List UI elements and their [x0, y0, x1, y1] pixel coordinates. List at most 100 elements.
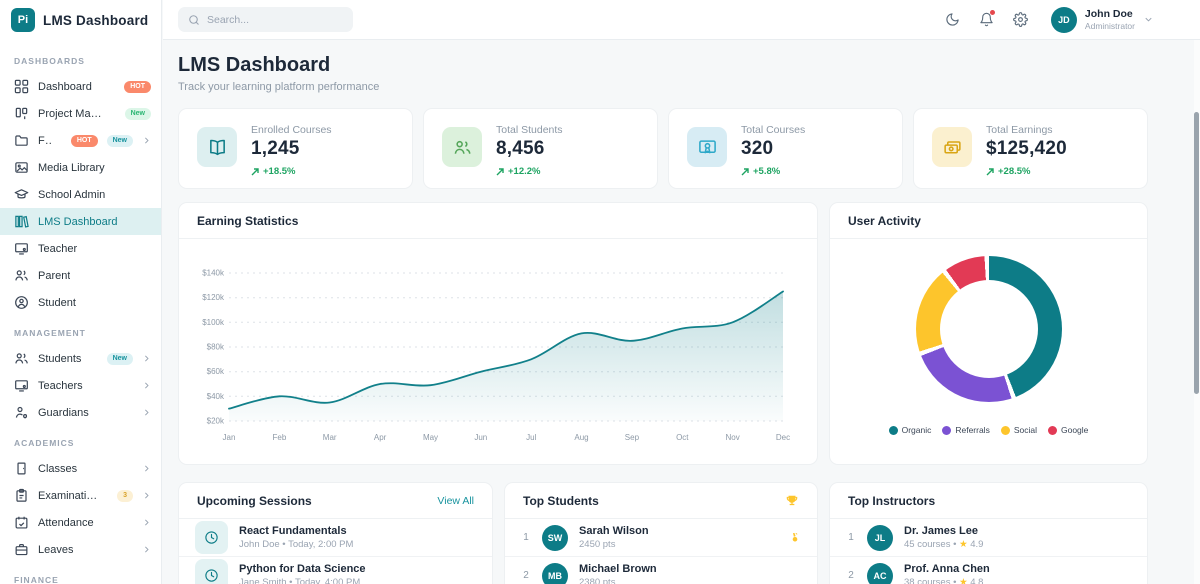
- section-label-finance: FINANCE: [14, 575, 59, 584]
- stat-value: $125,420: [986, 138, 1067, 159]
- main-area: JD John Doe Administrator LMS Dashboard …: [163, 0, 1200, 584]
- user-circle-icon: [14, 295, 29, 310]
- trend-up-icon: [251, 167, 259, 176]
- stat-card-enrolled-courses: Enrolled Courses 1,245 +18.5%: [178, 108, 413, 189]
- sidebar-item-project-management[interactable]: Project Manageme... New: [0, 100, 161, 127]
- student-avatar: SW: [542, 524, 568, 551]
- stat-trend: +5.8%: [741, 166, 805, 177]
- earnings-line-chart: $20k $40k $60k $80k $100k $120k $140k Jan Feb Mar…: [179, 239, 817, 454]
- session-row[interactable]: Python for Data Science Jane Smith • Tod…: [179, 557, 492, 584]
- sidebar-item-guardians[interactable]: Guardians: [0, 399, 161, 426]
- section-label-academics: ACADEMICS: [14, 438, 75, 448]
- sidebar-item-classes[interactable]: Classes: [0, 455, 161, 482]
- top-students-panel: Top Students 1 SW Sarah Wilson 2450 pts: [504, 482, 818, 584]
- svg-text:$60k: $60k: [207, 367, 225, 376]
- stat-trend: +28.5%: [986, 166, 1067, 177]
- search-box[interactable]: [178, 7, 353, 32]
- sidebar-item-label: Leaves: [38, 543, 74, 556]
- session-meta: John Doe • Today, 2:00 PM: [239, 539, 354, 551]
- sidebar-item-parent[interactable]: Parent: [0, 262, 161, 289]
- panel-header: Top Instructors: [830, 483, 1147, 519]
- topbar-actions: JD John Doe Administrator: [945, 6, 1154, 33]
- trophy-icon: [785, 494, 799, 508]
- new-badge: New: [106, 352, 133, 365]
- dark-mode-toggle[interactable]: [945, 12, 960, 27]
- image-icon: [14, 160, 29, 175]
- settings-button[interactable]: [1013, 12, 1028, 27]
- panel-title: User Activity: [848, 213, 921, 228]
- svg-text:Sep: Sep: [625, 433, 640, 442]
- svg-text:$40k: $40k: [207, 392, 225, 401]
- panel-header: User Activity: [830, 203, 1147, 239]
- grid-icon: [14, 79, 29, 94]
- chevron-right-icon: [142, 381, 151, 390]
- legend-dot: [1047, 425, 1057, 435]
- legend-item-referrals: Referrals: [942, 425, 990, 435]
- instructor-row[interactable]: 1 JL Dr. James Lee 45 courses • ★ 4.9: [830, 519, 1147, 557]
- sidebar-item-teacher[interactable]: Teacher: [0, 235, 161, 262]
- student-row[interactable]: 1 SW Sarah Wilson 2450 pts: [505, 519, 817, 557]
- sidebar-item-file-manager[interactable]: File Man... HOT New: [0, 127, 161, 154]
- stat-card-total-students: Total Students 8,456 +12.2%: [423, 108, 658, 189]
- rank: 1: [523, 532, 529, 543]
- notifications-button[interactable]: [979, 10, 995, 27]
- student-row[interactable]: 2 MB Michael Brown 2380 pts: [505, 557, 817, 584]
- instructor-row[interactable]: 2 AC Prof. Anna Chen 38 courses • ★ 4.8: [830, 557, 1147, 584]
- sidebar-item-label: Parent: [38, 269, 71, 282]
- session-meta: Jane Smith • Today, 4:00 PM: [239, 577, 361, 584]
- student-points: 2380 pts: [579, 577, 616, 584]
- trend-up-icon: [741, 167, 749, 176]
- notification-dot: [989, 10, 995, 15]
- sidebar-item-attendance[interactable]: Attendance: [0, 509, 161, 536]
- search-input[interactable]: [207, 13, 343, 26]
- app-title: LMS Dashboard: [43, 12, 149, 28]
- kanban-icon: [14, 106, 29, 121]
- svg-text:Apr: Apr: [374, 433, 387, 442]
- section-label-dashboards: DASHBOARDS: [14, 56, 85, 66]
- clock-icon: [195, 521, 228, 554]
- brand[interactable]: Pi LMS Dashboard: [0, 0, 161, 40]
- sidebar-item-label: School Admin: [38, 188, 106, 201]
- view-all-link[interactable]: View All: [437, 494, 474, 507]
- sidebar-item-label: Examinations: [38, 489, 100, 502]
- svg-text:Mar: Mar: [323, 433, 337, 442]
- svg-text:Nov: Nov: [725, 433, 739, 442]
- chevron-right-icon: [142, 545, 151, 554]
- scrollbar-thumb[interactable]: [1194, 112, 1199, 394]
- new-badge: New: [124, 107, 151, 120]
- svg-text:$140k: $140k: [202, 269, 225, 278]
- legend-item-organic: Organic: [888, 425, 931, 435]
- sidebar-item-school-admin[interactable]: School Admin: [0, 181, 161, 208]
- instructor-avatar: AC: [867, 562, 893, 584]
- instructor-avatar: JL: [867, 524, 893, 551]
- svg-text:May: May: [423, 433, 438, 442]
- svg-text:Oct: Oct: [676, 433, 689, 442]
- sidebar-item-label: Teacher: [38, 242, 78, 255]
- stat-trend: +12.2%: [496, 166, 563, 177]
- sidebar-item-lms-dashboard[interactable]: LMS Dashboard: [0, 208, 161, 235]
- session-row[interactable]: React Fundamentals John Doe • Today, 2:0…: [179, 519, 492, 557]
- sidebar-item-student[interactable]: Student: [0, 289, 161, 316]
- sidebar-item-teachers[interactable]: Teachers: [0, 372, 161, 399]
- users-icon: [14, 351, 29, 366]
- stat-label: Total Earnings: [986, 124, 1053, 136]
- svg-text:$100k: $100k: [202, 318, 225, 327]
- section-label-management: MANAGEMENT: [14, 328, 86, 338]
- session-title: React Fundamentals: [239, 524, 347, 537]
- hot-badge: HOT: [70, 134, 98, 147]
- instructor-meta: 38 courses • ★ 4.8: [904, 577, 990, 584]
- sidebar-item-label: File Man...: [38, 134, 53, 147]
- chevron-right-icon: [142, 408, 151, 417]
- users-group-icon: [442, 127, 482, 167]
- svg-text:Feb: Feb: [273, 433, 287, 442]
- rank: 2: [523, 570, 529, 581]
- clock-icon: [195, 559, 228, 584]
- sidebar-item-dashboard[interactable]: Dashboard HOT: [0, 73, 161, 100]
- panel-title: Upcoming Sessions: [197, 493, 312, 508]
- sidebar-item-media-library[interactable]: Media Library: [0, 154, 161, 181]
- sidebar-item-examinations[interactable]: Examinations 3: [0, 482, 161, 509]
- sidebar-item-leaves[interactable]: Leaves: [0, 536, 161, 563]
- sidebar-item-students[interactable]: Students New: [0, 345, 161, 372]
- chevron-right-icon: [142, 136, 151, 145]
- user-menu[interactable]: JD John Doe Administrator: [1050, 6, 1154, 33]
